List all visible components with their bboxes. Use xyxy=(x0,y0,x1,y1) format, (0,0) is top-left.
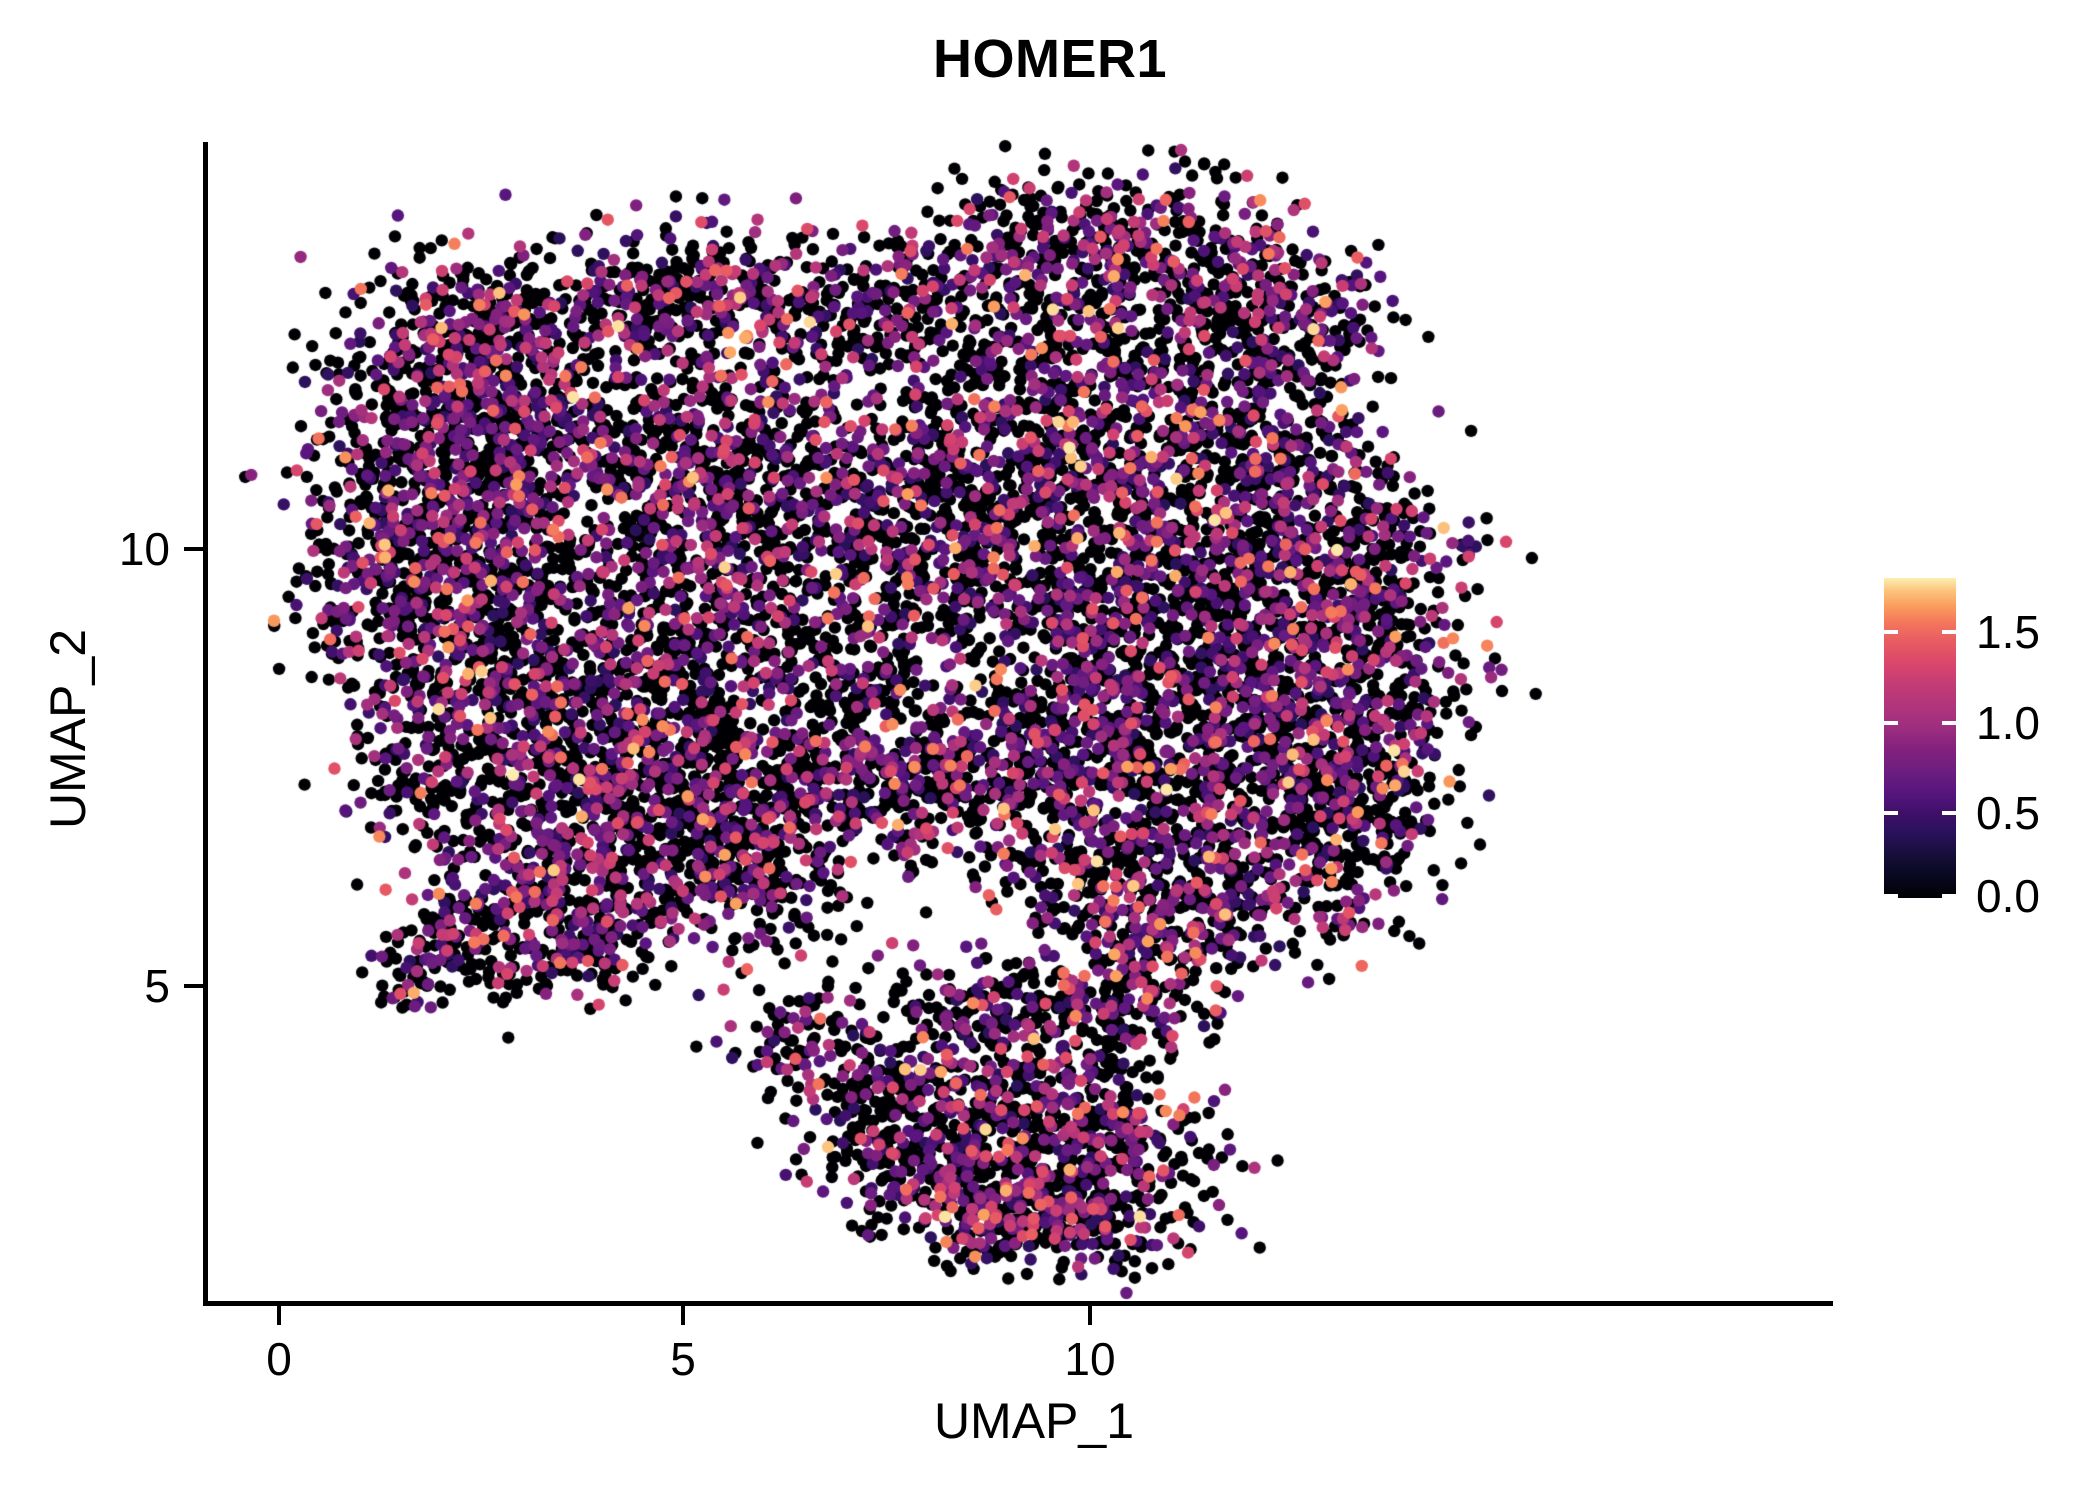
legend-label-1-5: 1.5 xyxy=(1976,606,2040,658)
legend-label-0-5: 0.5 xyxy=(1976,787,2040,839)
x-tick-label-0: 0 xyxy=(266,1333,292,1385)
legend-tick-0-0-left xyxy=(1884,894,1898,898)
legend-tick-1-5-right xyxy=(1942,630,1956,634)
x-tick-mark-0 xyxy=(277,1306,281,1325)
color-legend: 1.5 1.0 0.5 0.0 xyxy=(1884,578,2084,922)
y-axis-line xyxy=(203,142,208,1306)
legend-tick-1-5-left xyxy=(1884,630,1898,634)
x-tick-label-10: 10 xyxy=(1064,1333,1116,1385)
legend-colorbar xyxy=(1884,578,1956,898)
legend-label-0-0: 0.0 xyxy=(1976,870,2040,922)
x-tick-mark-10 xyxy=(1088,1306,1092,1325)
x-tick-mark-5 xyxy=(681,1306,685,1325)
legend-label-1-0: 1.0 xyxy=(1976,697,2040,749)
legend-tick-0-5-left xyxy=(1884,811,1898,815)
legend-tick-0-5-right xyxy=(1942,811,1956,815)
y-tick-label-10: 10 xyxy=(118,523,170,575)
y-tick-mark-5 xyxy=(184,984,203,988)
legend-tick-1-0-left xyxy=(1884,721,1898,725)
legend-tick-0-0-right xyxy=(1942,894,1956,898)
x-tick-label-5: 5 xyxy=(670,1333,696,1385)
y-axis-title: UMAP_2 xyxy=(40,628,96,830)
x-axis-title: UMAP_1 xyxy=(933,1393,1135,1449)
legend-tick-1-0-right xyxy=(1942,721,1956,725)
y-tick-mark-10 xyxy=(184,547,203,551)
y-tick-label-5: 5 xyxy=(144,960,170,1012)
x-axis-line xyxy=(203,1301,1833,1306)
